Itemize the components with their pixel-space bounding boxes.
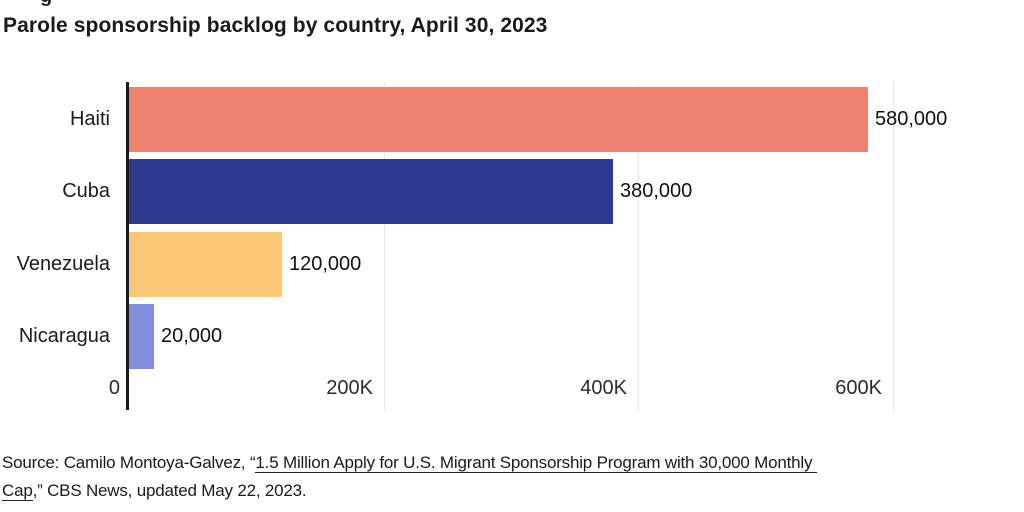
x-tick-400k: 400K [580, 377, 627, 399]
x-tick-600k: 600K [835, 377, 882, 399]
bar-nicaragua [129, 304, 154, 369]
cropped-text-fragment: g [40, 0, 64, 6]
x-tick-200k: 200K [326, 377, 373, 399]
y-axis-line [126, 82, 129, 410]
gridline-200k [384, 82, 385, 412]
category-label-haiti: Haiti [69, 108, 110, 130]
source-link[interactable]: Cap [2, 481, 33, 501]
source-link[interactable]: 1.5 Million Apply for U.S. Migrant Spons… [255, 453, 818, 473]
plot-area: 580,000 380,000 120,000 20,000 [129, 82, 962, 412]
chart-title: Parole sponsorship backlog by country, A… [3, 14, 548, 37]
source-suffix: ,” CBS News, updated May 22, 2023. [32, 481, 307, 500]
source-line-1: Source: Camilo Montoya-Galvez, “1.5 Mill… [2, 449, 1020, 477]
gridline-600k [893, 82, 894, 412]
bar-haiti [129, 87, 868, 152]
value-label-haiti: 580,000 [875, 108, 948, 130]
cropped-glyph: g [40, 0, 64, 6]
source-note: Source: Camilo Montoya-Galvez, “1.5 Mill… [2, 449, 1020, 505]
value-label-venezuela: 120,000 [289, 253, 362, 275]
bar-cuba [129, 159, 613, 224]
source-line-2: Cap,” CBS News, updated May 22, 2023. [2, 477, 1020, 505]
bar-venezuela [129, 232, 282, 297]
value-label-cuba: 380,000 [620, 180, 693, 202]
category-label-venezuela: Venezuela [16, 253, 110, 275]
source-prefix: Source: Camilo Montoya-Galvez, “ [2, 453, 256, 472]
bar-chart: 580,000 380,000 120,000 20,000 Haiti Cuba Ven… [16, 82, 962, 412]
value-label-nicaragua: 20,000 [161, 325, 223, 347]
category-label-nicaragua: Nicaragua [18, 325, 110, 347]
x-tick-0: 0 [108, 377, 120, 399]
category-label-cuba: Cuba [62, 180, 110, 202]
gridline-400k [638, 82, 639, 412]
